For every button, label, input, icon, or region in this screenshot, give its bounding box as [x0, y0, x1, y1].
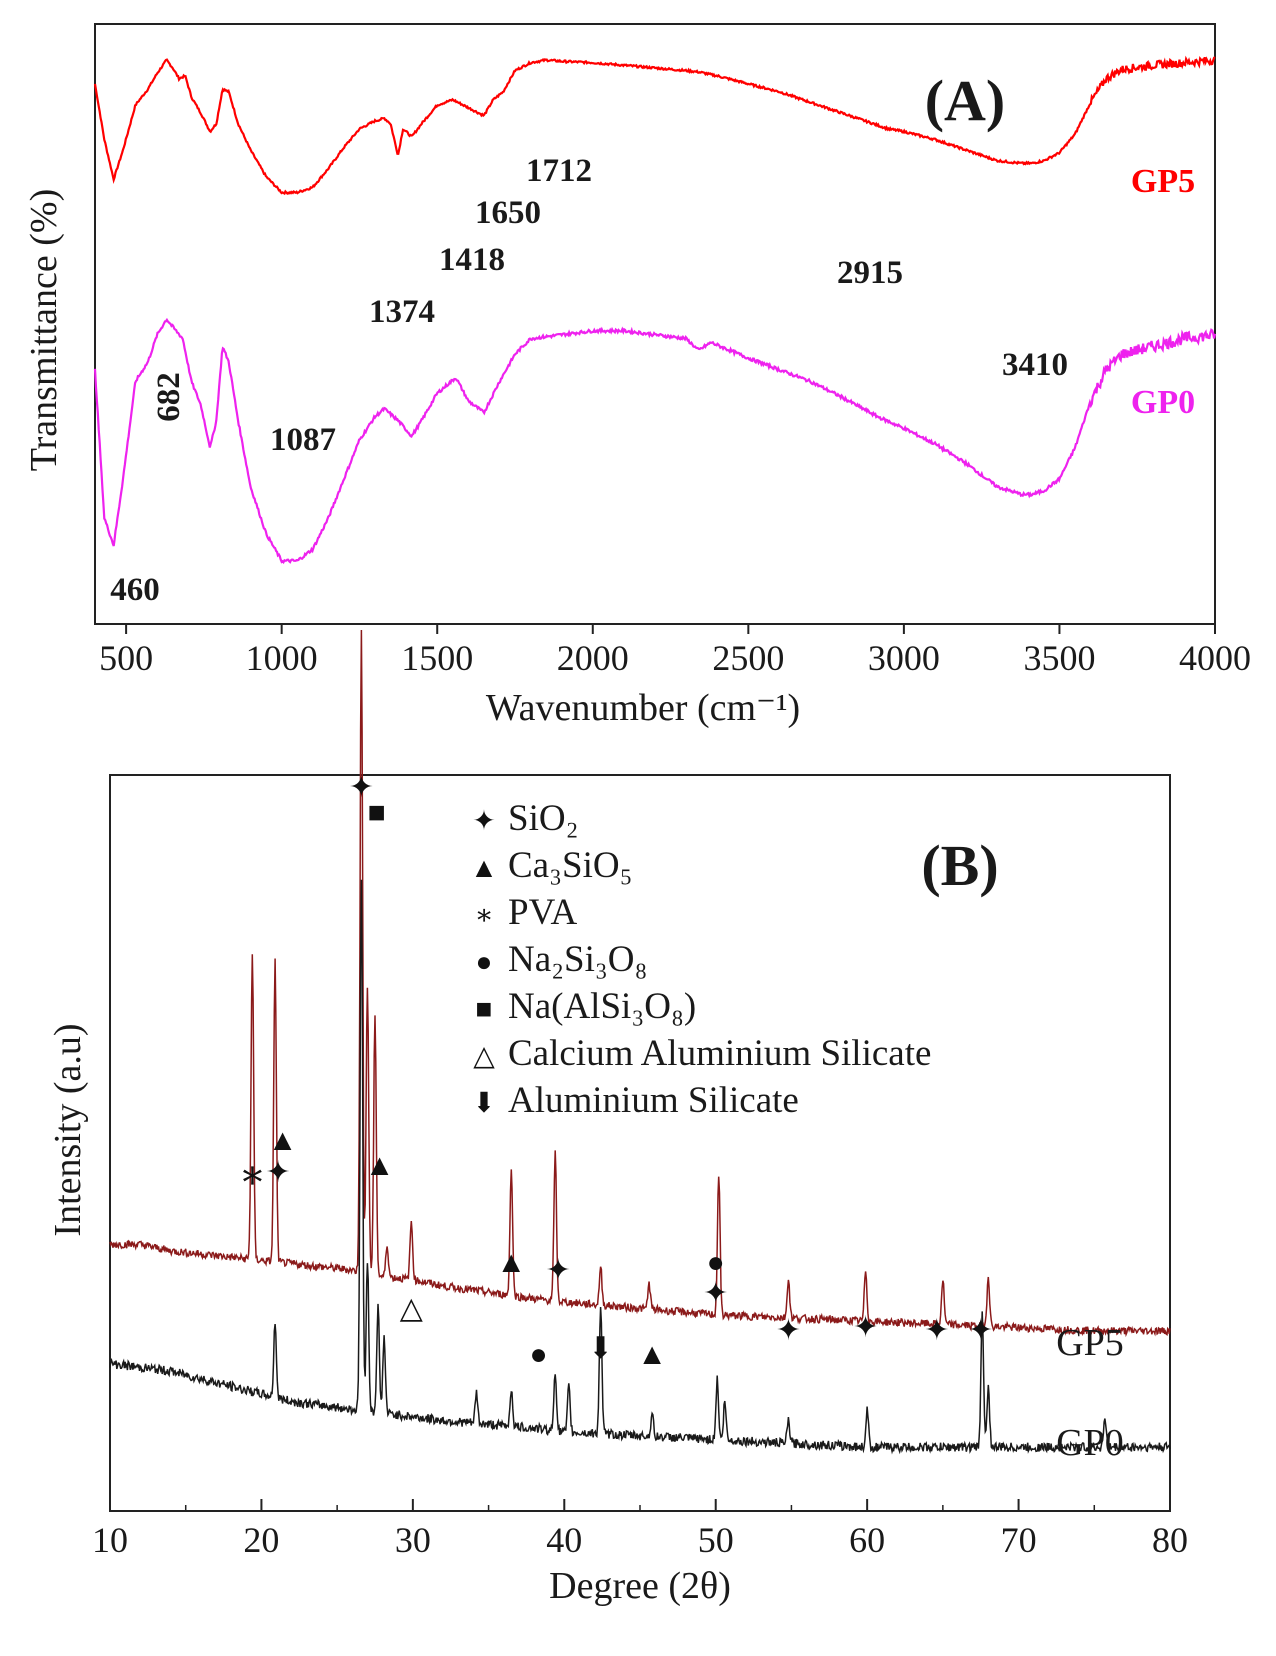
xrd-legend-label: Na₂Si₃O₈: [508, 939, 647, 980]
xrd-peak-marker: ⬇: [588, 1332, 613, 1365]
ftir-peak-label-460: 460: [110, 572, 160, 608]
ftir-peak-label-1650: 1650: [475, 195, 541, 231]
xrd-x-axis-title: Degree (2θ): [549, 1565, 731, 1607]
xrd-peak-marker: ●: [707, 1246, 725, 1279]
ftir-peak-label-1712: 1712: [526, 153, 592, 189]
xrd-peak-marker: ✦: [349, 771, 374, 804]
xrd-peak-marker: ●: [529, 1338, 547, 1371]
xrd-line-gp0: [109, 879, 1171, 1455]
ftir-peak-label-1374: 1374: [369, 294, 435, 330]
xrd-x-tick-label: 80: [1152, 1520, 1188, 1560]
ftir-panel-label: (A): [925, 68, 1006, 133]
xrd-peak-marker: ▲: [365, 1149, 395, 1182]
ftir-x-tick-label: 500: [99, 638, 153, 678]
ftir-x-tick-label: 1500: [401, 638, 473, 678]
ftir-peak-label-1418: 1418: [439, 242, 505, 278]
ftir-series-label-gp5: GP5: [1131, 163, 1195, 200]
xrd-peak-marker: ✦: [968, 1314, 993, 1347]
xrd-legend-label: Na(AlSi₃O₈): [508, 986, 696, 1027]
ftir-x-ticks: [125, 624, 1216, 634]
ftir-series-label-gp0: GP0: [1131, 384, 1195, 421]
ftir-panel: 500 1000 1500 2000 2500 3000 3500 4000 (A) GP5 …: [23, 23, 1251, 729]
xrd-x-ticks: [109, 1499, 1171, 1511]
xrd-series: [109, 629, 1171, 1455]
xrd-peak-marker: ■: [367, 796, 385, 829]
ftir-x-tick-label: 2500: [712, 638, 784, 678]
xrd-x-tick-label: 10: [92, 1520, 128, 1560]
xrd-peak-markers: ✦■∗ ✦▲▲△▲ ✦● ⬇ ▲●✦✦ ✦ ✦ ✦: [239, 771, 994, 1371]
xrd-legend-symbol: △: [473, 1041, 495, 1072]
xrd-legend-label: Ca₃SiO₅: [508, 845, 632, 886]
xrd-peak-marker: ✦: [924, 1314, 949, 1347]
ftir-x-tick-labels: 500 1000 1500 2000 2500 3000 3500 4000: [99, 638, 1251, 678]
ftir-x-tick-label: 3000: [868, 638, 940, 678]
xrd-peak-marker: ✦: [776, 1314, 801, 1347]
xrd-x-tick-labels: 10 20 30 40 50 60 70 80: [92, 1520, 1188, 1560]
xrd-x-tick-label: 30: [395, 1520, 431, 1560]
xrd-legend-label: Calcium Aluminium Silicate: [508, 1033, 931, 1074]
xrd-legend-label: Aluminium Silicate: [508, 1080, 799, 1121]
ftir-line-gp5: [93, 55, 1216, 196]
xrd-x-tick-label: 20: [243, 1520, 279, 1560]
xrd-peak-marker: ✦: [853, 1311, 878, 1344]
xrd-legend-symbol: ∗: [474, 900, 493, 931]
xrd-legend-symbol: ⬇: [472, 1088, 495, 1119]
xrd-x-tick-label: 60: [849, 1520, 885, 1560]
ftir-plot-frame: [94, 23, 1216, 625]
ftir-x-tick-label: 4000: [1179, 638, 1251, 678]
xrd-line-gp5: [109, 629, 1171, 1338]
ftir-x-axis-title: Wavenumber (cm⁻¹): [486, 687, 800, 729]
xrd-legend-symbol: ✦: [472, 806, 495, 837]
xrd-peak-marker: ∗: [239, 1152, 266, 1197]
xrd-legend-label: PVA: [508, 892, 578, 933]
ftir-peak-label-1087: 1087: [270, 422, 336, 458]
xrd-legend-symbol: ■: [476, 994, 493, 1025]
xrd-peak-marker: ✦: [546, 1254, 571, 1287]
ftir-y-axis-title: Transmittance (%): [23, 189, 65, 471]
ftir-peak-label-3410: 3410: [1002, 347, 1068, 383]
xrd-series-label-gp5: GP5: [1056, 1322, 1124, 1364]
xrd-peak-marker: ▲: [268, 1124, 298, 1157]
xrd-legend-symbol: ▲: [470, 853, 498, 884]
ftir-x-tick-label: 3500: [1023, 638, 1095, 678]
ftir-x-tick-label: 2000: [557, 638, 629, 678]
xrd-series-label-gp0: GP0: [1056, 1422, 1124, 1464]
ftir-line-gp0: [93, 317, 1217, 565]
xrd-peak-marker: ▲: [496, 1246, 526, 1279]
ftir-x-tick-label: 1000: [246, 638, 318, 678]
ftir-peak-label-682: 682: [151, 372, 187, 422]
xrd-peak-marker: △: [400, 1292, 423, 1325]
ftir-peak-label-2915: 2915: [837, 255, 903, 291]
xrd-peak-marker: ✦: [703, 1277, 728, 1310]
xrd-peak-marker: ▲: [637, 1338, 667, 1371]
xrd-y-axis-title: Intensity (a.u): [47, 1023, 89, 1236]
xrd-peak-marker: ✦: [266, 1156, 291, 1189]
xrd-legend: ✦ SiO₂ ▲ Ca₃SiO₅ ∗ PVA ● Na₂Si₃O₈ ■ Na(AlSi₃O₈) △ C…: [470, 798, 931, 1121]
xrd-panel: 10 20 30 40 50 60 70 80 ✦■∗ ✦▲▲△▲ ✦● ⬇ ▲●✦✦ ✦ ✦ ✦ (B) …: [47, 629, 1188, 1607]
xrd-x-tick-label: 40: [546, 1520, 582, 1560]
ftir-series: [93, 55, 1217, 565]
xrd-x-tick-label: 70: [1001, 1520, 1037, 1560]
xrd-x-tick-label: 50: [698, 1520, 734, 1560]
xrd-legend-symbol: ●: [476, 947, 493, 978]
xrd-panel-label: (B): [921, 833, 998, 898]
xrd-legend-label: SiO₂: [508, 798, 578, 839]
